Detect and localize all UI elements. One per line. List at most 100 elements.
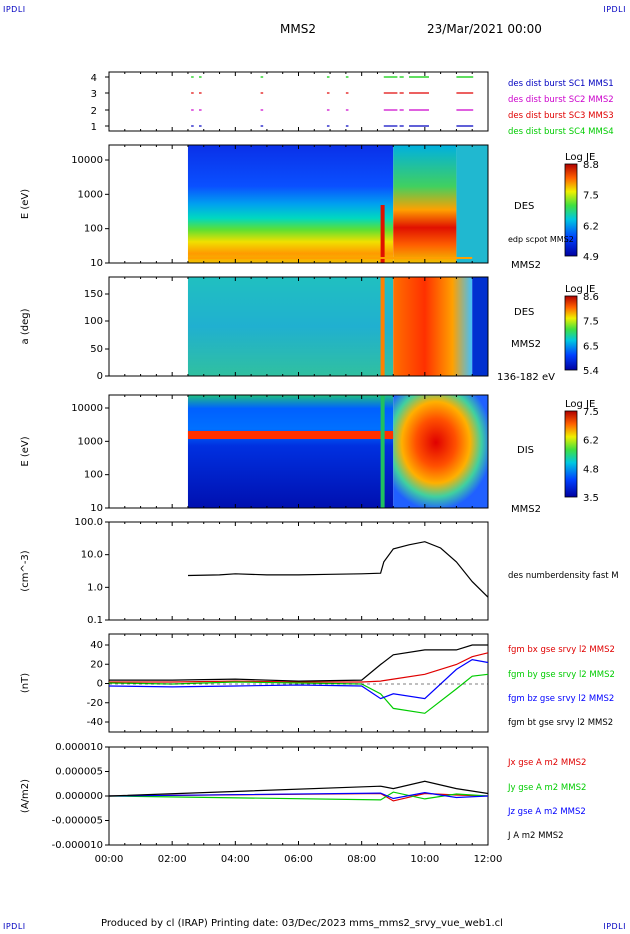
des-energy-y-tick-label: 1000 [78, 189, 103, 200]
colorbar-title: Log JE [565, 152, 595, 163]
des-energy-spectrogram-late [456, 145, 488, 263]
line-panel-y-tick-label: 0.000000 [55, 791, 103, 802]
series-legend-label: des numberdensity fast M [508, 571, 619, 581]
panel-side-label: MMS2 [511, 260, 541, 271]
series-legend-label: fgm bx gse srvy l2 MMS2 [508, 645, 615, 655]
footer-credits: Produced by cl (IRAP) Printing date: 03/… [101, 918, 503, 929]
corner-label-top-left: IPDLI [3, 5, 26, 14]
des-energy-y-tick-label: 10000 [71, 155, 103, 166]
y-axis-label: E (eV) [20, 189, 31, 219]
corner-label-bottom-left: IPDLI [3, 922, 26, 931]
des-pitch-angle-spike [380, 277, 385, 376]
colorbar-tick-label: 7.5 [583, 317, 599, 328]
colorbar-title: Log JE [565, 399, 595, 410]
panel-side-label: edp scpot MMS2 [508, 235, 574, 244]
x-tick-label: 08:00 [347, 854, 376, 865]
corner-label-top-right: IPDLI [603, 5, 626, 14]
series-legend-label: Jz gse A m2 MMS2 [507, 807, 586, 817]
dis-energy-spike [380, 395, 385, 508]
y-axis-label: (cm^-3) [20, 550, 31, 591]
pitch-angle-y-tick-label: 0 [97, 371, 103, 382]
line-panel-y-tick-label: -20 [87, 698, 103, 709]
des-energy-spectrogram-quiet [187, 145, 394, 263]
series-line [108, 780, 489, 797]
panel-side-label: DES [514, 307, 534, 318]
colorbar-tick-label: 7.5 [583, 407, 599, 418]
des-energy-spectrogram-active [393, 145, 457, 263]
colorbar-tick-label: 7.5 [583, 191, 599, 202]
y-axis-label: a (deg) [20, 308, 31, 344]
colorbar-tick-label: 8.6 [583, 292, 599, 303]
series-line [109, 644, 488, 682]
timeline-y-tick-label: 3 [91, 89, 97, 100]
des-energy-y-tick-label: 10 [90, 258, 103, 269]
date-title: 23/Mar/2021 00:00 [427, 22, 542, 36]
dis-energy-y-tick-label: 10000 [71, 403, 103, 414]
line-panel-y-tick-label: 0.000005 [55, 767, 103, 778]
colorbar-title: Log JE [565, 284, 595, 295]
timeline-y-tick-label: 4 [91, 73, 97, 84]
y-axis-label: E (eV) [20, 436, 31, 466]
timeline-y-tick-label: 2 [91, 106, 97, 117]
des-pitch-angle-spectrogram-active [393, 277, 473, 376]
timeline-y-tick-label: 1 [91, 122, 97, 133]
colorbar-tick-label: 6.5 [583, 341, 599, 352]
series-legend-label: J A m2 MMS2 [507, 831, 564, 841]
colorbar [564, 295, 578, 371]
line-panel-y-tick-label: 0.1 [87, 615, 103, 626]
colorbar-tick-label: 6.2 [583, 436, 599, 447]
colorbar-tick-label: 4.8 [583, 464, 599, 475]
x-tick-label: 00:00 [95, 854, 124, 865]
line-panel-y-tick-label: -40 [87, 717, 103, 728]
panel-side-label: 136-182 eV [497, 372, 555, 383]
x-tick-label: 02:00 [158, 854, 187, 865]
colorbar-tick-label: 3.5 [583, 493, 599, 504]
dis-energy-spectrogram-active [393, 395, 488, 508]
des-energy-y-tick-label: 100 [84, 224, 103, 235]
colorbar [564, 410, 578, 498]
series-line [108, 658, 489, 700]
series-line [108, 791, 489, 800]
series-line [108, 673, 489, 714]
timeline-legend-label: des dist burst SC4 MMS4 [508, 127, 614, 137]
timeline-legend-label: des dist burst SC3 MMS3 [508, 111, 614, 121]
colorbar-tick-label: 5.4 [583, 366, 599, 377]
spacecraft-title: MMS2 [280, 22, 316, 36]
line-panel-y-tick-label: 0 [97, 679, 103, 690]
timeline-legend-label: des dist burst SC2 MMS2 [508, 95, 614, 105]
series-legend-label: fgm by gse srvy l2 MMS2 [508, 670, 615, 680]
line-panel-y-tick-label: 40 [90, 640, 103, 651]
y-axis-label: (A/m2) [20, 779, 31, 813]
timeline-legend-label: des dist burst SC1 MMS1 [508, 79, 614, 89]
corner-label-bottom-right: IPDLI [603, 922, 626, 931]
burst-timeline-frame [108, 71, 489, 132]
series-line [187, 541, 489, 598]
x-tick-label: 12:00 [474, 854, 503, 865]
line-panel-y-tick-label: 1.0 [87, 582, 103, 593]
line-panel-y-tick-label: 10.0 [81, 550, 103, 561]
colorbar [564, 163, 578, 257]
dis-energy-band [187, 431, 394, 439]
dis-energy-y-tick-label: 1000 [78, 436, 103, 447]
line-panel-y-tick-label: -0.000005 [52, 816, 103, 827]
line-panel-frame [108, 521, 489, 621]
panel-side-label: MMS2 [511, 339, 541, 350]
panel-side-label: DES [514, 201, 534, 212]
line-panel-y-tick-label: 20 [90, 659, 103, 670]
panel-side-label: MMS2 [511, 504, 541, 515]
des-pitch-angle-spectrogram-late [472, 277, 488, 376]
des-energy-spike [380, 205, 385, 263]
x-tick-label: 06:00 [284, 854, 313, 865]
series-legend-label: Jy gse A m2 MMS2 [507, 783, 586, 793]
series-line [109, 652, 489, 683]
des-pitch-angle-spectrogram-quiet [187, 277, 394, 376]
dis-energy-y-tick-label: 100 [84, 470, 103, 481]
pitch-angle-y-tick-label: 100 [84, 316, 103, 327]
series-legend-label: fgm bz gse srvy l2 MMS2 [508, 694, 614, 704]
series-legend-label: Jx gse A m2 MMS2 [507, 758, 586, 768]
line-panel-y-tick-label: 100.0 [74, 517, 103, 528]
colorbar-tick-label: 6.2 [583, 221, 599, 232]
colorbar-tick-label: 8.8 [583, 160, 599, 171]
pitch-angle-y-tick-label: 50 [90, 344, 103, 355]
